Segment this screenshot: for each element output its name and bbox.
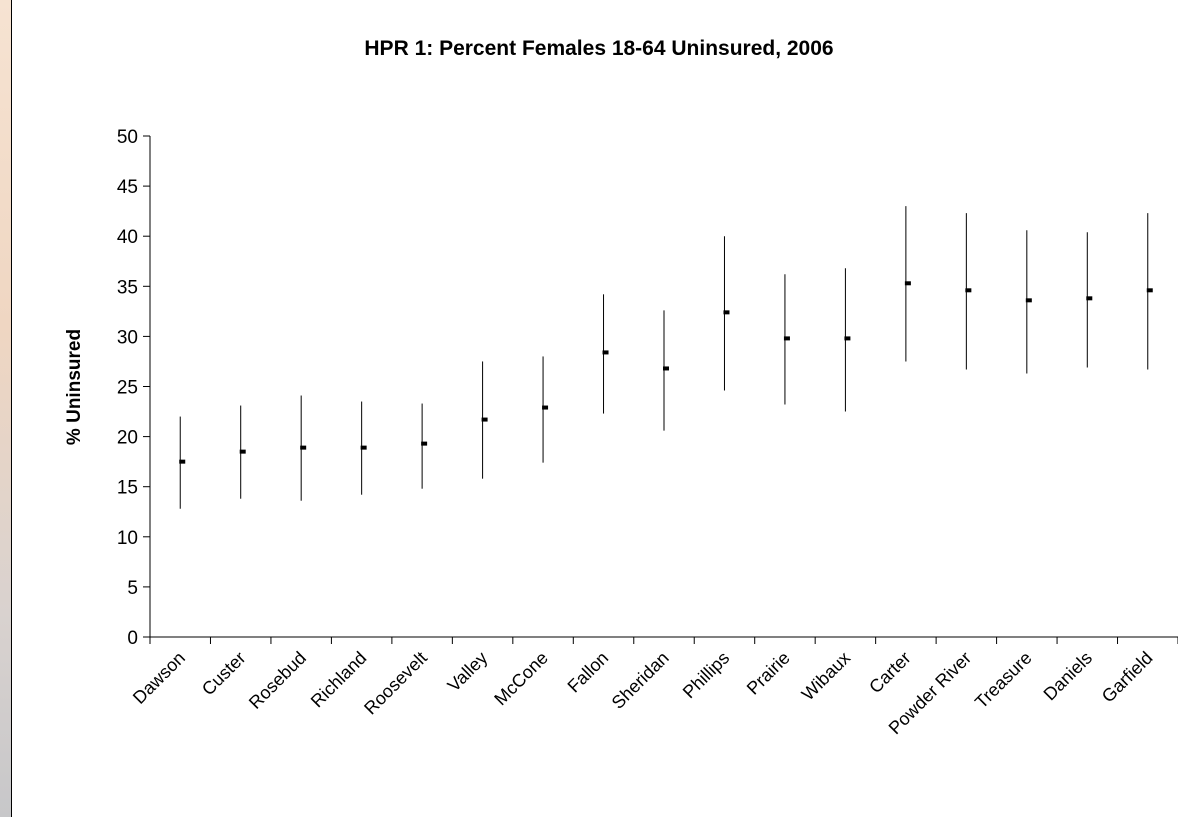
y-tick-label: 0 [127, 628, 138, 649]
x-tick-label: Valley [444, 648, 492, 696]
x-tick-label: Custer [198, 648, 250, 700]
point-marker [844, 336, 851, 341]
y-tick-label: 40 [117, 227, 138, 248]
x-tick-label: Phillips [679, 648, 733, 702]
point-marker [1025, 298, 1032, 303]
chart-title: HPR 1: Percent Females 18-64 Uninsured, … [364, 37, 833, 60]
error-bar-chart: HPR 1: Percent Females 18-64 Uninsured, … [64, 37, 1178, 739]
x-tick-label: Fallon [564, 648, 613, 697]
point-marker [179, 459, 186, 464]
chart-frame: HPR 1: Percent Females 18-64 Uninsured, … [11, 0, 1178, 817]
point-marker [421, 441, 428, 446]
x-tick-label: Rosebud [245, 648, 310, 713]
x-tick-label: Treasure [971, 648, 1036, 713]
data-marks [179, 206, 1153, 509]
y-tick-label: 35 [117, 277, 138, 298]
point-marker [965, 288, 972, 293]
y-tick-label: 30 [117, 327, 138, 348]
y-tick-label: 50 [117, 127, 138, 148]
x-tick-label: Wibaux [798, 648, 855, 705]
point-marker [783, 336, 790, 341]
y-tick-label: 45 [117, 177, 138, 198]
point-marker [300, 445, 307, 450]
y-tick-label: 5 [127, 578, 138, 599]
x-tick-label: Richland [307, 648, 371, 712]
x-tick-label: Prairie [743, 648, 794, 699]
point-marker [481, 417, 488, 422]
y-tick-label: 20 [117, 428, 138, 449]
x-tick-label: Dawson [129, 648, 189, 708]
x-tick-label: Daniels [1040, 648, 1097, 705]
point-marker [904, 281, 911, 286]
point-marker [723, 310, 730, 315]
point-marker [239, 449, 246, 454]
y-tick-label: 15 [117, 478, 138, 499]
x-tick-label: Carter [865, 648, 915, 698]
x-tick-label: McCone [490, 648, 552, 710]
point-marker [360, 445, 367, 450]
point-marker [1146, 288, 1153, 293]
point-marker [602, 350, 609, 355]
x-tick-label: Sheridan [608, 648, 673, 713]
x-tick-label: Garfield [1098, 648, 1157, 707]
point-marker [542, 405, 549, 410]
y-tick-label: 25 [117, 378, 138, 399]
y-tick-label: 10 [117, 528, 138, 549]
y-ticks: 0 5 10 15 20 25 30 35 40 45 50 [117, 127, 150, 649]
point-marker [663, 366, 669, 371]
point-marker [1086, 296, 1093, 301]
y-axis-label: % Uninsured [64, 329, 85, 445]
x-tick-label: Roosevelt [360, 648, 431, 719]
